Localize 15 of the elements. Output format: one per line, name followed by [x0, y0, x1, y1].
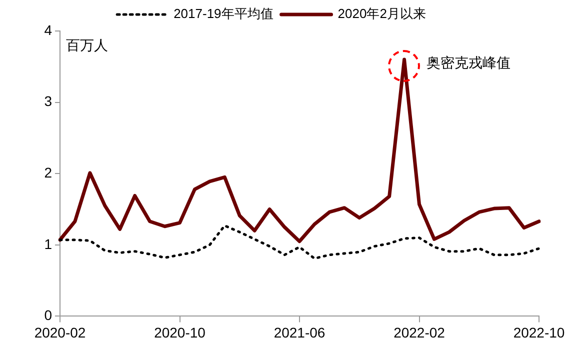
y-tick-label: 4: [44, 22, 52, 38]
x-tick-label: 2021-06: [274, 324, 326, 340]
x-tick-label: 2020-02: [34, 324, 86, 340]
y-tick-label: 1: [44, 236, 52, 252]
x-tick-label: 2022-10: [513, 324, 565, 340]
x-tick-label: 2022-02: [394, 324, 446, 340]
y-axis-title: 百万人: [66, 36, 108, 53]
line-series: [58, 224, 540, 260]
y-tick-label: 2: [44, 164, 52, 180]
legend-label: 2017-19年平均值: [174, 6, 274, 22]
y-tick-label: 3: [44, 93, 52, 110]
x-tick-label: 2020-10: [154, 324, 206, 340]
y-tick-label: 0: [44, 307, 52, 324]
annotation: 奥密克戎峰值: [426, 54, 510, 70]
legend-label: 2020年2月以来: [338, 6, 426, 22]
